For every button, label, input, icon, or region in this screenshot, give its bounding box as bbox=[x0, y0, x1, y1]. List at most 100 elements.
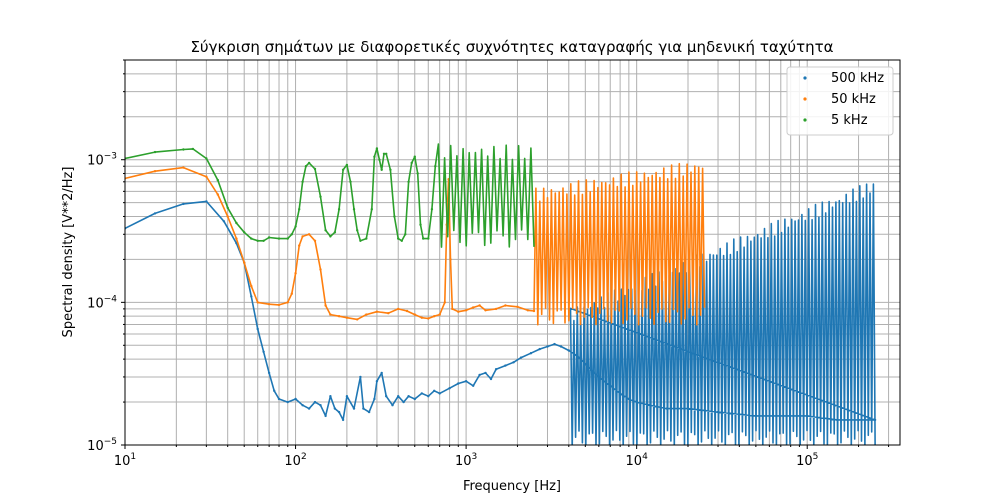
data-point bbox=[484, 371, 487, 375]
data-point bbox=[526, 309, 529, 312]
data-point bbox=[529, 352, 533, 355]
y-tick-label: 10−5 bbox=[87, 437, 117, 454]
data-point bbox=[504, 364, 507, 367]
data-point bbox=[286, 301, 289, 304]
data-point bbox=[413, 313, 416, 316]
data-point bbox=[433, 389, 436, 392]
data-point bbox=[451, 307, 454, 311]
data-point bbox=[457, 310, 460, 313]
data-point bbox=[329, 313, 332, 316]
data-point bbox=[433, 315, 436, 318]
data-point bbox=[443, 301, 446, 304]
data-point bbox=[294, 272, 297, 275]
data-point bbox=[301, 404, 304, 407]
data-point bbox=[665, 407, 668, 410]
data-point bbox=[153, 170, 157, 173]
x-tick-label: 103 bbox=[455, 452, 477, 469]
legend-label: 500 kHz bbox=[831, 71, 884, 86]
data-point bbox=[329, 395, 332, 398]
y-tick-label: 10−4 bbox=[87, 294, 117, 311]
data-point bbox=[404, 233, 407, 236]
data-point bbox=[385, 395, 388, 398]
data-point bbox=[337, 208, 341, 211]
data-point bbox=[216, 178, 219, 182]
y-axis-label: Spectral density [V**2/Hz] bbox=[61, 167, 76, 338]
data-point bbox=[504, 304, 507, 307]
data-point bbox=[262, 350, 265, 353]
data-point bbox=[333, 407, 337, 410]
data-point bbox=[385, 152, 388, 155]
data-point bbox=[286, 400, 289, 404]
legend-label: 50 kHz bbox=[831, 92, 876, 107]
data-point bbox=[413, 155, 416, 158]
series-50-khz bbox=[125, 162, 706, 326]
data-point bbox=[182, 166, 185, 169]
data-point bbox=[375, 380, 379, 383]
data-point bbox=[313, 239, 317, 242]
data-point bbox=[430, 208, 434, 211]
data-point bbox=[627, 397, 631, 401]
data-point bbox=[359, 239, 362, 242]
data-point bbox=[222, 220, 226, 223]
data-point bbox=[313, 167, 317, 171]
data-point bbox=[413, 397, 416, 401]
data-point bbox=[494, 368, 498, 371]
data-point bbox=[538, 347, 541, 351]
data-point bbox=[609, 384, 612, 387]
data-point bbox=[405, 309, 409, 313]
data-point bbox=[365, 237, 368, 240]
data-point bbox=[427, 395, 430, 398]
data-point bbox=[380, 371, 383, 375]
data-point bbox=[313, 400, 317, 404]
data-point bbox=[205, 200, 208, 203]
data-point bbox=[153, 150, 157, 154]
data-point bbox=[373, 397, 376, 401]
data-point bbox=[478, 304, 481, 307]
data-point bbox=[362, 407, 365, 410]
data-point bbox=[286, 237, 289, 240]
data-point bbox=[716, 410, 720, 414]
series-line bbox=[125, 162, 706, 326]
data-point bbox=[256, 327, 259, 331]
data-point bbox=[419, 223, 422, 226]
data-point bbox=[546, 345, 549, 348]
data-point bbox=[256, 239, 259, 242]
data-point bbox=[584, 362, 587, 366]
data-point bbox=[304, 165, 308, 168]
data-point bbox=[836, 418, 839, 422]
data-point bbox=[422, 237, 425, 240]
x-axis-label: Frequency [Hz] bbox=[463, 479, 561, 494]
data-point bbox=[389, 168, 392, 171]
data-point bbox=[337, 315, 341, 318]
data-point bbox=[250, 284, 253, 288]
data-point bbox=[448, 387, 451, 390]
data-point bbox=[382, 152, 386, 155]
data-point bbox=[191, 147, 195, 151]
data-point bbox=[532, 309, 536, 313]
data-point bbox=[393, 215, 396, 218]
data-point bbox=[686, 407, 690, 410]
data-point bbox=[420, 316, 423, 319]
data-point bbox=[337, 410, 341, 414]
data-point bbox=[857, 418, 860, 422]
data-point bbox=[341, 418, 345, 422]
data-point bbox=[333, 231, 337, 234]
data-point bbox=[519, 356, 523, 359]
data-point bbox=[457, 382, 460, 385]
data-point bbox=[484, 309, 487, 312]
data-point bbox=[464, 380, 468, 383]
x-tick-label: 102 bbox=[284, 452, 306, 469]
data-point bbox=[205, 175, 208, 178]
data-point bbox=[416, 172, 419, 175]
data-point bbox=[262, 239, 265, 242]
data-point bbox=[301, 180, 304, 183]
data-point bbox=[216, 193, 219, 196]
data-point bbox=[243, 261, 246, 264]
data-point bbox=[375, 147, 379, 150]
data-point bbox=[397, 237, 400, 240]
data-point bbox=[153, 212, 157, 215]
data-point bbox=[438, 392, 441, 395]
data-point bbox=[267, 303, 271, 306]
data-point bbox=[205, 157, 208, 160]
data-point bbox=[375, 310, 379, 313]
